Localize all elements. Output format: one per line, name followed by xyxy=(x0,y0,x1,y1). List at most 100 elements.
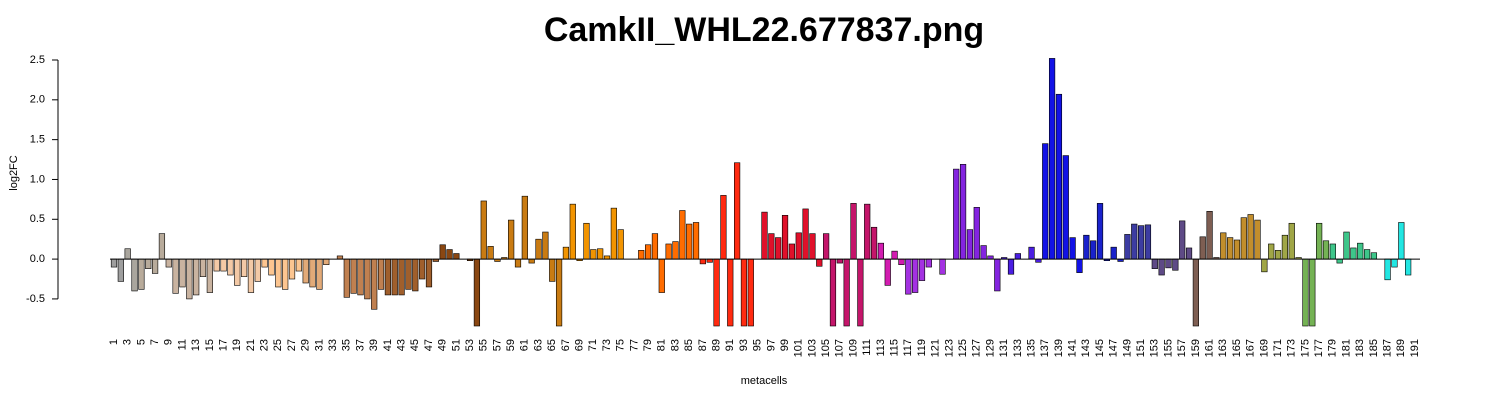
bar xyxy=(521,195,528,260)
bar xyxy=(1062,155,1069,260)
x-tick-label: 149 xyxy=(1121,339,1133,357)
bar xyxy=(569,203,576,260)
bar xyxy=(508,219,515,260)
bar xyxy=(638,250,645,260)
bar xyxy=(514,258,522,268)
chart-title: CamkII_WHL22.677837.png xyxy=(544,11,984,49)
bar xyxy=(124,248,131,260)
x-tick-label: 171 xyxy=(1272,339,1284,357)
bar xyxy=(959,164,967,260)
x-tick-label: 183 xyxy=(1354,339,1366,357)
bar xyxy=(1254,219,1261,260)
bar xyxy=(1357,242,1364,260)
bar xyxy=(679,210,686,260)
x-tick-label: 187 xyxy=(1382,339,1394,357)
bar xyxy=(199,258,207,277)
bar xyxy=(213,258,220,272)
bar xyxy=(1288,222,1295,260)
bar xyxy=(610,207,617,260)
bar xyxy=(1131,223,1138,260)
bar xyxy=(549,258,556,282)
bar xyxy=(1405,258,1412,276)
x-tick-label: 27 xyxy=(286,339,298,351)
bar xyxy=(1274,250,1282,260)
x-tick-label: 81 xyxy=(656,339,668,351)
x-tick-label: 179 xyxy=(1327,339,1339,357)
bar xyxy=(206,258,213,293)
x-tick-label: 77 xyxy=(628,339,640,351)
x-tick-label: 135 xyxy=(1025,339,1037,357)
x-tick-label: 143 xyxy=(1080,339,1092,357)
bar xyxy=(740,258,748,327)
bar xyxy=(158,233,166,260)
x-tick-label: 73 xyxy=(601,339,613,351)
x-tick-label: 19 xyxy=(231,339,243,351)
x-tick-label: 39 xyxy=(368,339,380,351)
bar xyxy=(391,258,398,296)
bar xyxy=(316,258,323,290)
bar xyxy=(836,258,843,264)
bar xyxy=(1179,220,1186,260)
x-tick-label: 137 xyxy=(1039,339,1051,357)
bar xyxy=(597,248,604,260)
bar xyxy=(843,258,850,327)
bar xyxy=(1151,258,1158,269)
bar xyxy=(487,246,494,260)
x-tick-label: 155 xyxy=(1162,339,1174,357)
bar xyxy=(1206,211,1213,260)
bar xyxy=(302,258,309,284)
x-tick-label: 41 xyxy=(382,339,394,351)
x-tick-label: 103 xyxy=(806,339,818,357)
x-tick-label: 177 xyxy=(1313,339,1325,357)
x-tick-label: 79 xyxy=(642,339,654,351)
bar xyxy=(1158,258,1165,276)
bar xyxy=(1007,258,1015,275)
x-tick-label: 159 xyxy=(1190,339,1202,357)
bar xyxy=(1096,203,1104,260)
bar xyxy=(220,258,227,272)
x-tick-label: 129 xyxy=(984,339,996,357)
bar xyxy=(829,258,837,327)
bar xyxy=(720,195,727,260)
bar xyxy=(918,258,926,281)
x-tick-label: 111 xyxy=(861,339,873,356)
bar xyxy=(809,233,816,260)
bar xyxy=(473,258,481,327)
bar xyxy=(617,229,624,260)
x-axis-label: metacells xyxy=(741,375,788,387)
bar xyxy=(1309,258,1316,327)
bar xyxy=(1227,237,1234,260)
bar xyxy=(364,258,371,300)
bar xyxy=(535,238,542,260)
x-tick-label: 69 xyxy=(574,339,586,351)
bar xyxy=(925,258,932,268)
bar xyxy=(686,223,693,260)
bar xyxy=(357,258,364,296)
x-tick-label: 33 xyxy=(327,339,339,351)
bar xyxy=(425,258,433,288)
bar xyxy=(1014,253,1021,260)
bar xyxy=(713,258,720,327)
bar xyxy=(1370,252,1378,260)
bar xyxy=(1138,225,1145,260)
bar xyxy=(644,244,652,260)
bar xyxy=(1322,240,1330,260)
x-tick-label: 87 xyxy=(697,339,709,351)
x-tick-label: 65 xyxy=(546,339,558,351)
x-tick-label: 67 xyxy=(560,339,572,351)
bar xyxy=(583,222,590,260)
bar xyxy=(1192,258,1199,327)
x-tick-label: 181 xyxy=(1340,339,1352,357)
bar xyxy=(802,208,809,260)
bar xyxy=(1240,217,1247,260)
bar xyxy=(823,233,830,260)
bar xyxy=(939,258,946,275)
bar xyxy=(1261,258,1268,273)
x-tick-label: 31 xyxy=(313,339,325,351)
bar xyxy=(439,244,446,260)
x-tick-label: 139 xyxy=(1053,339,1065,357)
x-tick-label: 189 xyxy=(1395,339,1407,357)
x-tick-label: 131 xyxy=(998,339,1010,357)
y-tick-label: 0.5 xyxy=(30,213,45,225)
